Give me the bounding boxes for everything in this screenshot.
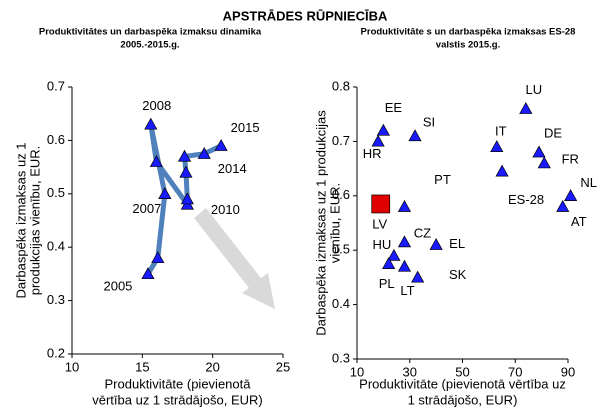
point xyxy=(149,155,163,167)
point xyxy=(556,199,570,212)
x-tick-label: 15 xyxy=(135,359,149,374)
x-axis-label: 1 strādājošo, EUR) xyxy=(408,392,518,407)
y-axis-label: produkcijas vienību, EUR. xyxy=(27,146,42,296)
point xyxy=(387,248,401,261)
point-label: ES-28 xyxy=(508,192,544,207)
point-label: HR xyxy=(363,146,382,161)
y-tick-label: 0.4 xyxy=(47,239,65,254)
y-tick-label: 0.2 xyxy=(47,345,65,360)
point-label: HU xyxy=(373,237,392,252)
point-label: FR xyxy=(562,152,579,167)
point xyxy=(177,149,192,162)
point-label: SI xyxy=(423,114,435,129)
point xyxy=(397,259,412,272)
x-tick-label: 50 xyxy=(455,364,469,379)
point-label: PT xyxy=(434,172,451,187)
point xyxy=(144,117,158,130)
point-label: DE xyxy=(544,126,562,141)
point-label: LT xyxy=(400,283,414,298)
point-label: LU xyxy=(525,82,542,97)
x-tick-label: 90 xyxy=(561,364,575,379)
y-tick-label: 0.5 xyxy=(47,185,65,200)
point-label: SK xyxy=(449,267,467,282)
x-tick-label: 20 xyxy=(205,359,219,374)
point xyxy=(429,238,443,250)
y-tick-label: 0.8 xyxy=(332,78,350,93)
point-label: EE xyxy=(385,100,403,115)
x-tick-label: 10 xyxy=(65,359,79,374)
point xyxy=(371,194,391,214)
point xyxy=(214,139,228,151)
point xyxy=(141,267,155,280)
point-label: AT xyxy=(571,214,587,229)
chart-title: 2005.-2015.g. xyxy=(120,40,179,51)
y-tick-label: 0.3 xyxy=(47,292,65,307)
point xyxy=(180,192,194,205)
point-label: EL xyxy=(449,236,465,251)
point xyxy=(519,102,533,114)
y-tick-label: 0.7 xyxy=(47,78,65,93)
x-tick-label: 25 xyxy=(276,359,290,374)
y-axis-label: Darbaspēka izmaksas uz 1 produkcijas xyxy=(313,110,328,336)
x-axis-label: Produktivitāte (pievienotā xyxy=(105,376,252,391)
x-tick-label: 70 xyxy=(508,364,522,379)
x-tick-label: 30 xyxy=(403,364,417,379)
point-label: LV xyxy=(372,216,387,231)
point-label: 2007 xyxy=(132,201,161,216)
x-axis-label: Produktivitāte (pievienotā vērtība uz xyxy=(359,376,566,391)
point-label: NL xyxy=(580,175,597,190)
y-tick-label: 0.6 xyxy=(332,187,350,202)
point xyxy=(371,134,385,147)
point xyxy=(397,235,412,248)
y-tick-label: 0.3 xyxy=(332,350,350,365)
chart-title: Produktivitātes un darbaspēka izmaksu di… xyxy=(39,27,262,38)
y-tick-label: 0.5 xyxy=(332,242,350,257)
point-label: 2010 xyxy=(211,202,240,217)
point xyxy=(564,189,578,201)
point xyxy=(197,147,211,159)
point-label: 2014 xyxy=(218,161,247,176)
point xyxy=(376,123,390,136)
point xyxy=(537,156,551,169)
point-label: 2008 xyxy=(142,98,171,113)
point-label: 2015 xyxy=(231,120,260,135)
point xyxy=(179,165,193,178)
point xyxy=(411,270,425,283)
y-tick-label: 0.7 xyxy=(332,133,350,148)
point xyxy=(151,251,165,264)
page-title: APSTRĀDES RŪPNIECĪBA xyxy=(223,8,388,23)
trend-arrow xyxy=(194,208,275,309)
point xyxy=(408,129,422,142)
point xyxy=(532,145,546,158)
y-tick-label: 0.6 xyxy=(47,132,65,147)
point xyxy=(495,164,509,177)
point xyxy=(158,187,172,199)
chart-title: Produktivitāte s un darbaspēka izmaksas … xyxy=(361,27,576,38)
point xyxy=(490,140,504,152)
point-label: CZ xyxy=(414,225,431,240)
y-tick-label: 0.4 xyxy=(332,296,350,311)
y-axis-label: vienību, EUR. xyxy=(327,183,342,263)
point xyxy=(382,257,396,269)
point-label: IT xyxy=(495,123,507,138)
x-tick-label: 10 xyxy=(350,364,364,379)
chart-title: valstis 2015.g. xyxy=(436,40,500,51)
point xyxy=(397,199,412,212)
point-label: 2005 xyxy=(103,278,132,293)
y-axis-label: Darbaspēka izmaksas uz 1 xyxy=(13,142,28,298)
x-axis-label: vērtība uz 1 strādājošo, EUR) xyxy=(92,392,263,407)
point-label: PL xyxy=(379,276,395,291)
